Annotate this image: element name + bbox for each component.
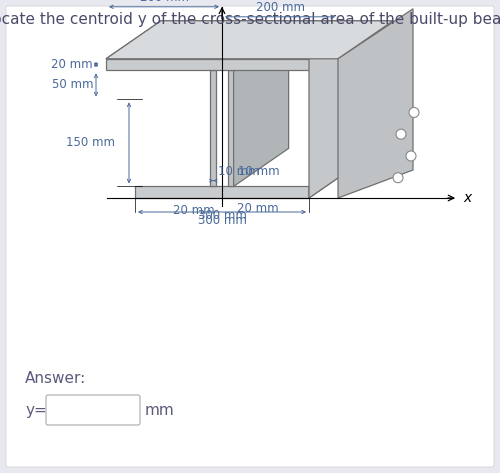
- FancyBboxPatch shape: [6, 6, 494, 467]
- Polygon shape: [338, 21, 393, 70]
- Text: 50 mm: 50 mm: [52, 79, 93, 91]
- Circle shape: [406, 151, 416, 161]
- Text: 10 mm: 10 mm: [238, 165, 279, 177]
- Text: Answer:: Answer:: [25, 370, 86, 385]
- Text: Locate the centroid y of the cross-sectional area of the built-up beam: Locate the centroid y of the cross-secti…: [0, 12, 500, 27]
- Circle shape: [409, 107, 419, 117]
- Circle shape: [396, 129, 406, 139]
- Text: 300 mm: 300 mm: [198, 214, 246, 227]
- Text: 200 mm: 200 mm: [140, 0, 188, 4]
- Polygon shape: [234, 32, 288, 186]
- Text: 20 mm: 20 mm: [52, 58, 93, 71]
- Text: 20 mm: 20 mm: [172, 204, 214, 217]
- Text: 200 mm: 200 mm: [256, 1, 304, 14]
- Bar: [135, 186, 309, 198]
- Polygon shape: [106, 21, 393, 59]
- Polygon shape: [309, 149, 364, 198]
- Bar: [210, 70, 216, 186]
- Bar: [228, 70, 234, 186]
- Text: 10 mm: 10 mm: [218, 165, 260, 177]
- Text: 300 mm: 300 mm: [198, 209, 246, 222]
- Text: 20 mm: 20 mm: [236, 202, 278, 215]
- Text: mm: mm: [145, 403, 175, 418]
- Text: y=: y=: [25, 403, 47, 418]
- Circle shape: [393, 173, 403, 183]
- Polygon shape: [309, 21, 364, 198]
- Text: x: x: [463, 191, 471, 205]
- Polygon shape: [338, 9, 413, 198]
- Text: 150 mm: 150 mm: [66, 136, 115, 149]
- Polygon shape: [106, 21, 393, 59]
- Bar: [106, 59, 338, 70]
- FancyBboxPatch shape: [46, 395, 140, 425]
